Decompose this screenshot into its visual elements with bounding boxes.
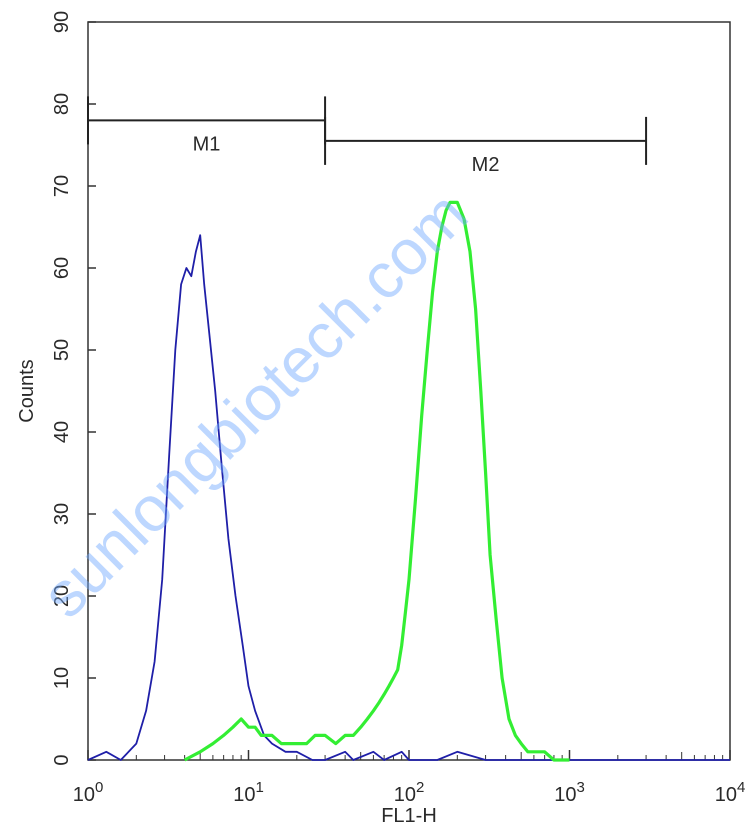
y-tick-label-6: 60: [51, 257, 73, 279]
y-tick-label-0: 0: [51, 754, 73, 765]
gate-m2-label: M2: [472, 154, 500, 176]
y-tick-label-7: 70: [51, 175, 73, 197]
x-tick-label-2: 102: [394, 779, 425, 806]
series-line-1: [183, 200, 570, 762]
y-tick-label-9: 90: [51, 11, 73, 33]
series-line-0: [87, 234, 730, 761]
y-tick-label-1: 10: [51, 667, 73, 689]
histogram-series: [87, 200, 730, 762]
x-tick-label-3: 103: [554, 779, 585, 806]
y-tick-label-5: 50: [51, 339, 73, 361]
y-tick-label-3: 30: [51, 503, 73, 525]
y-tick-label-2: 20: [51, 585, 73, 607]
y-axis-label: Counts: [16, 359, 38, 422]
y-tick-label-8: 80: [51, 93, 73, 115]
gate-markers: M1 M2: [87, 96, 648, 176]
x-tick-label-0: 100: [73, 779, 104, 806]
x-tick-label-1: 101: [233, 779, 264, 806]
plot-frame: [87, 21, 731, 761]
x-axis-label: FL1-H: [381, 805, 437, 827]
y-tick-label-4: 40: [51, 421, 73, 443]
tick-labels: 0 10 20 30 40 50 60 70 80 90 100 101 102 103 104: [51, 11, 745, 806]
gate-m1-label: M1: [193, 133, 221, 155]
x-tick-label-4: 104: [715, 779, 746, 806]
